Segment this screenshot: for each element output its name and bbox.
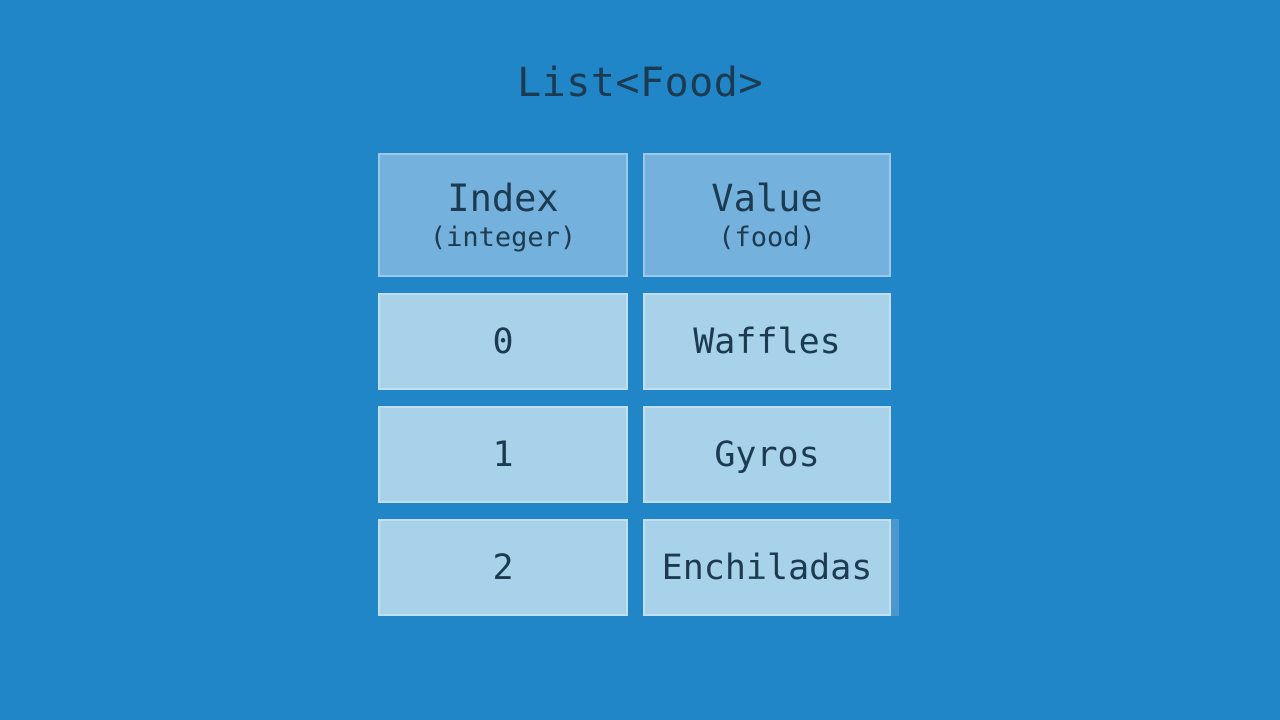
value-cell-2: Enchiladas xyxy=(643,519,891,616)
table-header-cell-index: Index (integer) xyxy=(378,153,628,277)
value-cell-1: Gyros xyxy=(643,406,891,503)
column-header-index-label: Index xyxy=(447,176,559,220)
index-cell-2: 2 xyxy=(378,519,628,616)
value-cell-0: Waffles xyxy=(643,293,891,390)
table-header-cell-value: Value (food) xyxy=(643,153,891,277)
column-header-value-type: (food) xyxy=(718,221,816,253)
index-cell-0: 0 xyxy=(378,293,628,390)
column-header-value-label: Value xyxy=(711,176,823,220)
page-title: List<Food> xyxy=(517,60,763,106)
list-table: Index (integer) Value (food) 0 Waffles 1… xyxy=(378,153,891,616)
transition-artifact-strip xyxy=(891,519,899,616)
index-cell-1: 1 xyxy=(378,406,628,503)
column-header-index-type: (integer) xyxy=(429,221,577,253)
